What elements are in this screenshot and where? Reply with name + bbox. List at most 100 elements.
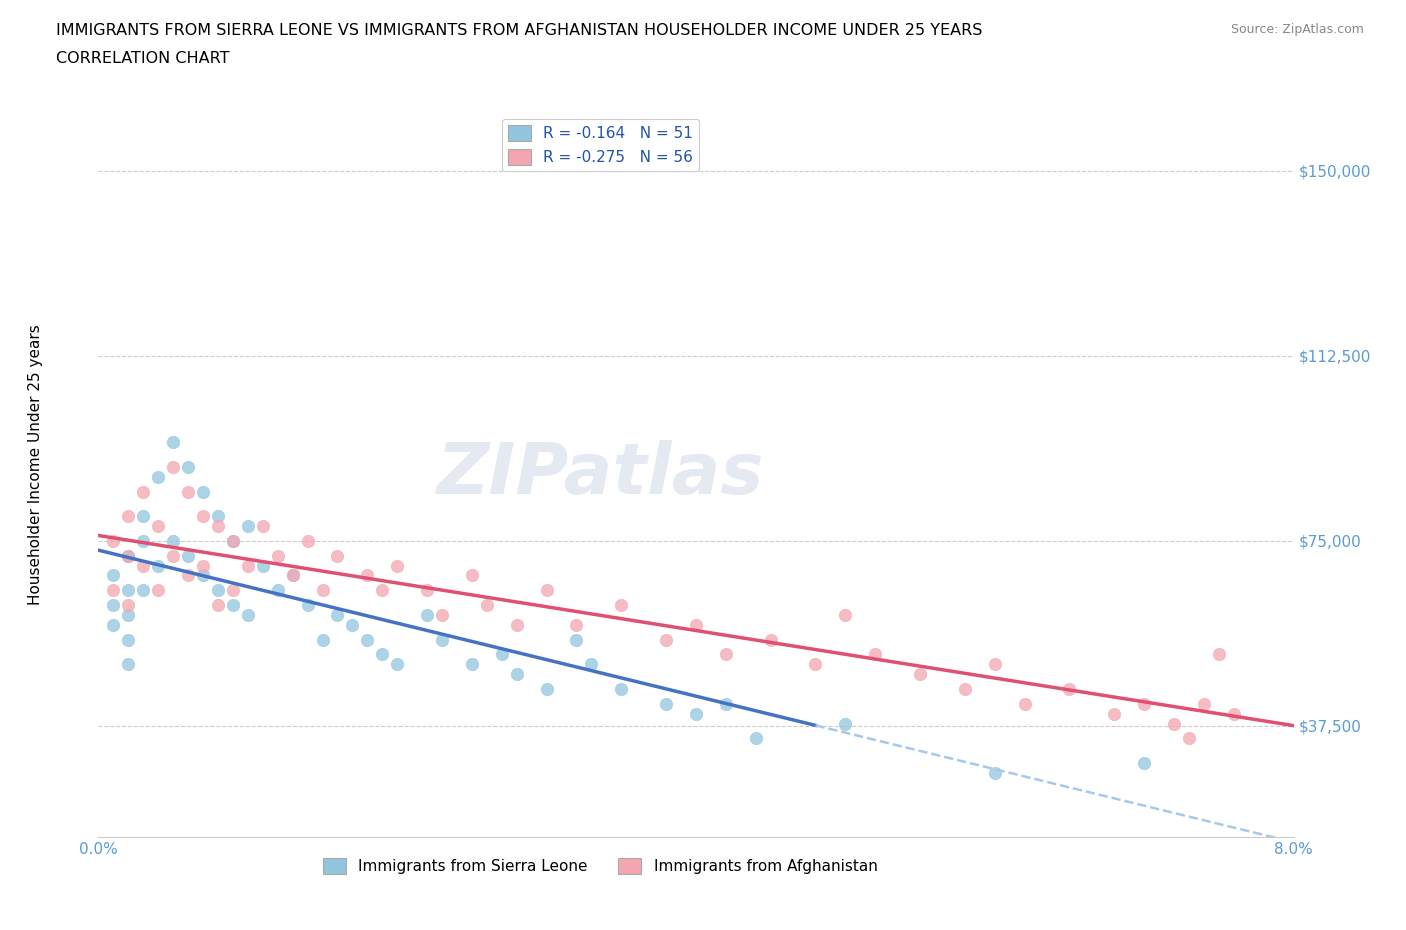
Point (162, 534, 184, 549)
Point (191, 558, 214, 573)
Point (148, 519, 170, 534)
Text: Source: ZipAtlas.com: Source: ZipAtlas.com (1230, 23, 1364, 36)
Point (385, 657, 409, 671)
Point (356, 568, 378, 583)
Point (1223, 706, 1246, 721)
Point (162, 435, 184, 450)
Point (461, 568, 484, 583)
Point (834, 607, 856, 622)
Point (714, 647, 737, 662)
Point (148, 558, 170, 573)
Legend: Immigrants from Sierra Leone, Immigrants from Afghanistan: Immigrants from Sierra Leone, Immigrants… (318, 852, 883, 880)
Point (191, 568, 214, 583)
Point (297, 534, 319, 549)
Point (117, 598, 139, 613)
Point (834, 716, 856, 731)
Point (162, 549, 184, 564)
Point (506, 667, 529, 682)
Point (207, 598, 229, 613)
Point (132, 509, 155, 524)
Point (685, 618, 707, 632)
Point (685, 706, 707, 721)
Point (297, 598, 319, 613)
Point (117, 632, 139, 647)
Point (252, 519, 274, 534)
Point (103, 598, 125, 613)
Point (326, 549, 349, 564)
Point (655, 697, 678, 711)
Point (267, 549, 290, 564)
Point (191, 509, 214, 524)
Point (222, 583, 245, 598)
Point (326, 607, 349, 622)
Point (236, 519, 259, 534)
Point (222, 598, 245, 613)
Point (506, 618, 529, 632)
Point (908, 667, 931, 682)
Point (117, 607, 139, 622)
Point (745, 731, 768, 746)
Point (1059, 682, 1081, 697)
Point (475, 598, 498, 613)
Point (236, 558, 259, 573)
Point (1104, 706, 1126, 721)
Text: ZIPatlas: ZIPatlas (437, 440, 763, 509)
Point (1178, 731, 1201, 746)
Point (430, 607, 453, 622)
Point (177, 568, 200, 583)
Point (565, 618, 588, 632)
Point (385, 558, 409, 573)
Point (416, 583, 439, 598)
Point (148, 583, 170, 598)
Point (117, 549, 139, 564)
Point (117, 509, 139, 524)
Point (491, 647, 513, 662)
Point (536, 682, 558, 697)
Point (191, 485, 214, 499)
Point (207, 519, 229, 534)
Point (177, 459, 200, 474)
Point (162, 459, 184, 474)
Point (177, 485, 200, 499)
Point (103, 618, 125, 632)
Point (132, 485, 155, 499)
Point (1163, 716, 1185, 731)
Point (984, 765, 1007, 780)
Point (1192, 697, 1215, 711)
Point (536, 583, 558, 598)
Point (371, 647, 394, 662)
Point (311, 583, 333, 598)
Point (117, 549, 139, 564)
Point (132, 558, 155, 573)
Point (311, 632, 333, 647)
Point (103, 568, 125, 583)
Point (103, 583, 125, 598)
Point (132, 534, 155, 549)
Point (1208, 647, 1230, 662)
Point (804, 657, 827, 671)
Point (222, 534, 245, 549)
Point (1014, 697, 1036, 711)
Point (565, 632, 588, 647)
Point (281, 568, 304, 583)
Point (371, 583, 394, 598)
Point (177, 549, 200, 564)
Point (759, 632, 782, 647)
Point (581, 657, 603, 671)
Point (281, 568, 304, 583)
Point (461, 657, 484, 671)
Point (342, 618, 364, 632)
Point (984, 657, 1007, 671)
Text: CORRELATION CHART: CORRELATION CHART (56, 51, 229, 66)
Point (610, 598, 633, 613)
Point (207, 583, 229, 598)
Point (148, 470, 170, 485)
Point (416, 607, 439, 622)
Point (430, 632, 453, 647)
Point (103, 534, 125, 549)
Point (117, 657, 139, 671)
Point (267, 583, 290, 598)
Point (610, 682, 633, 697)
Point (117, 583, 139, 598)
Point (865, 647, 887, 662)
